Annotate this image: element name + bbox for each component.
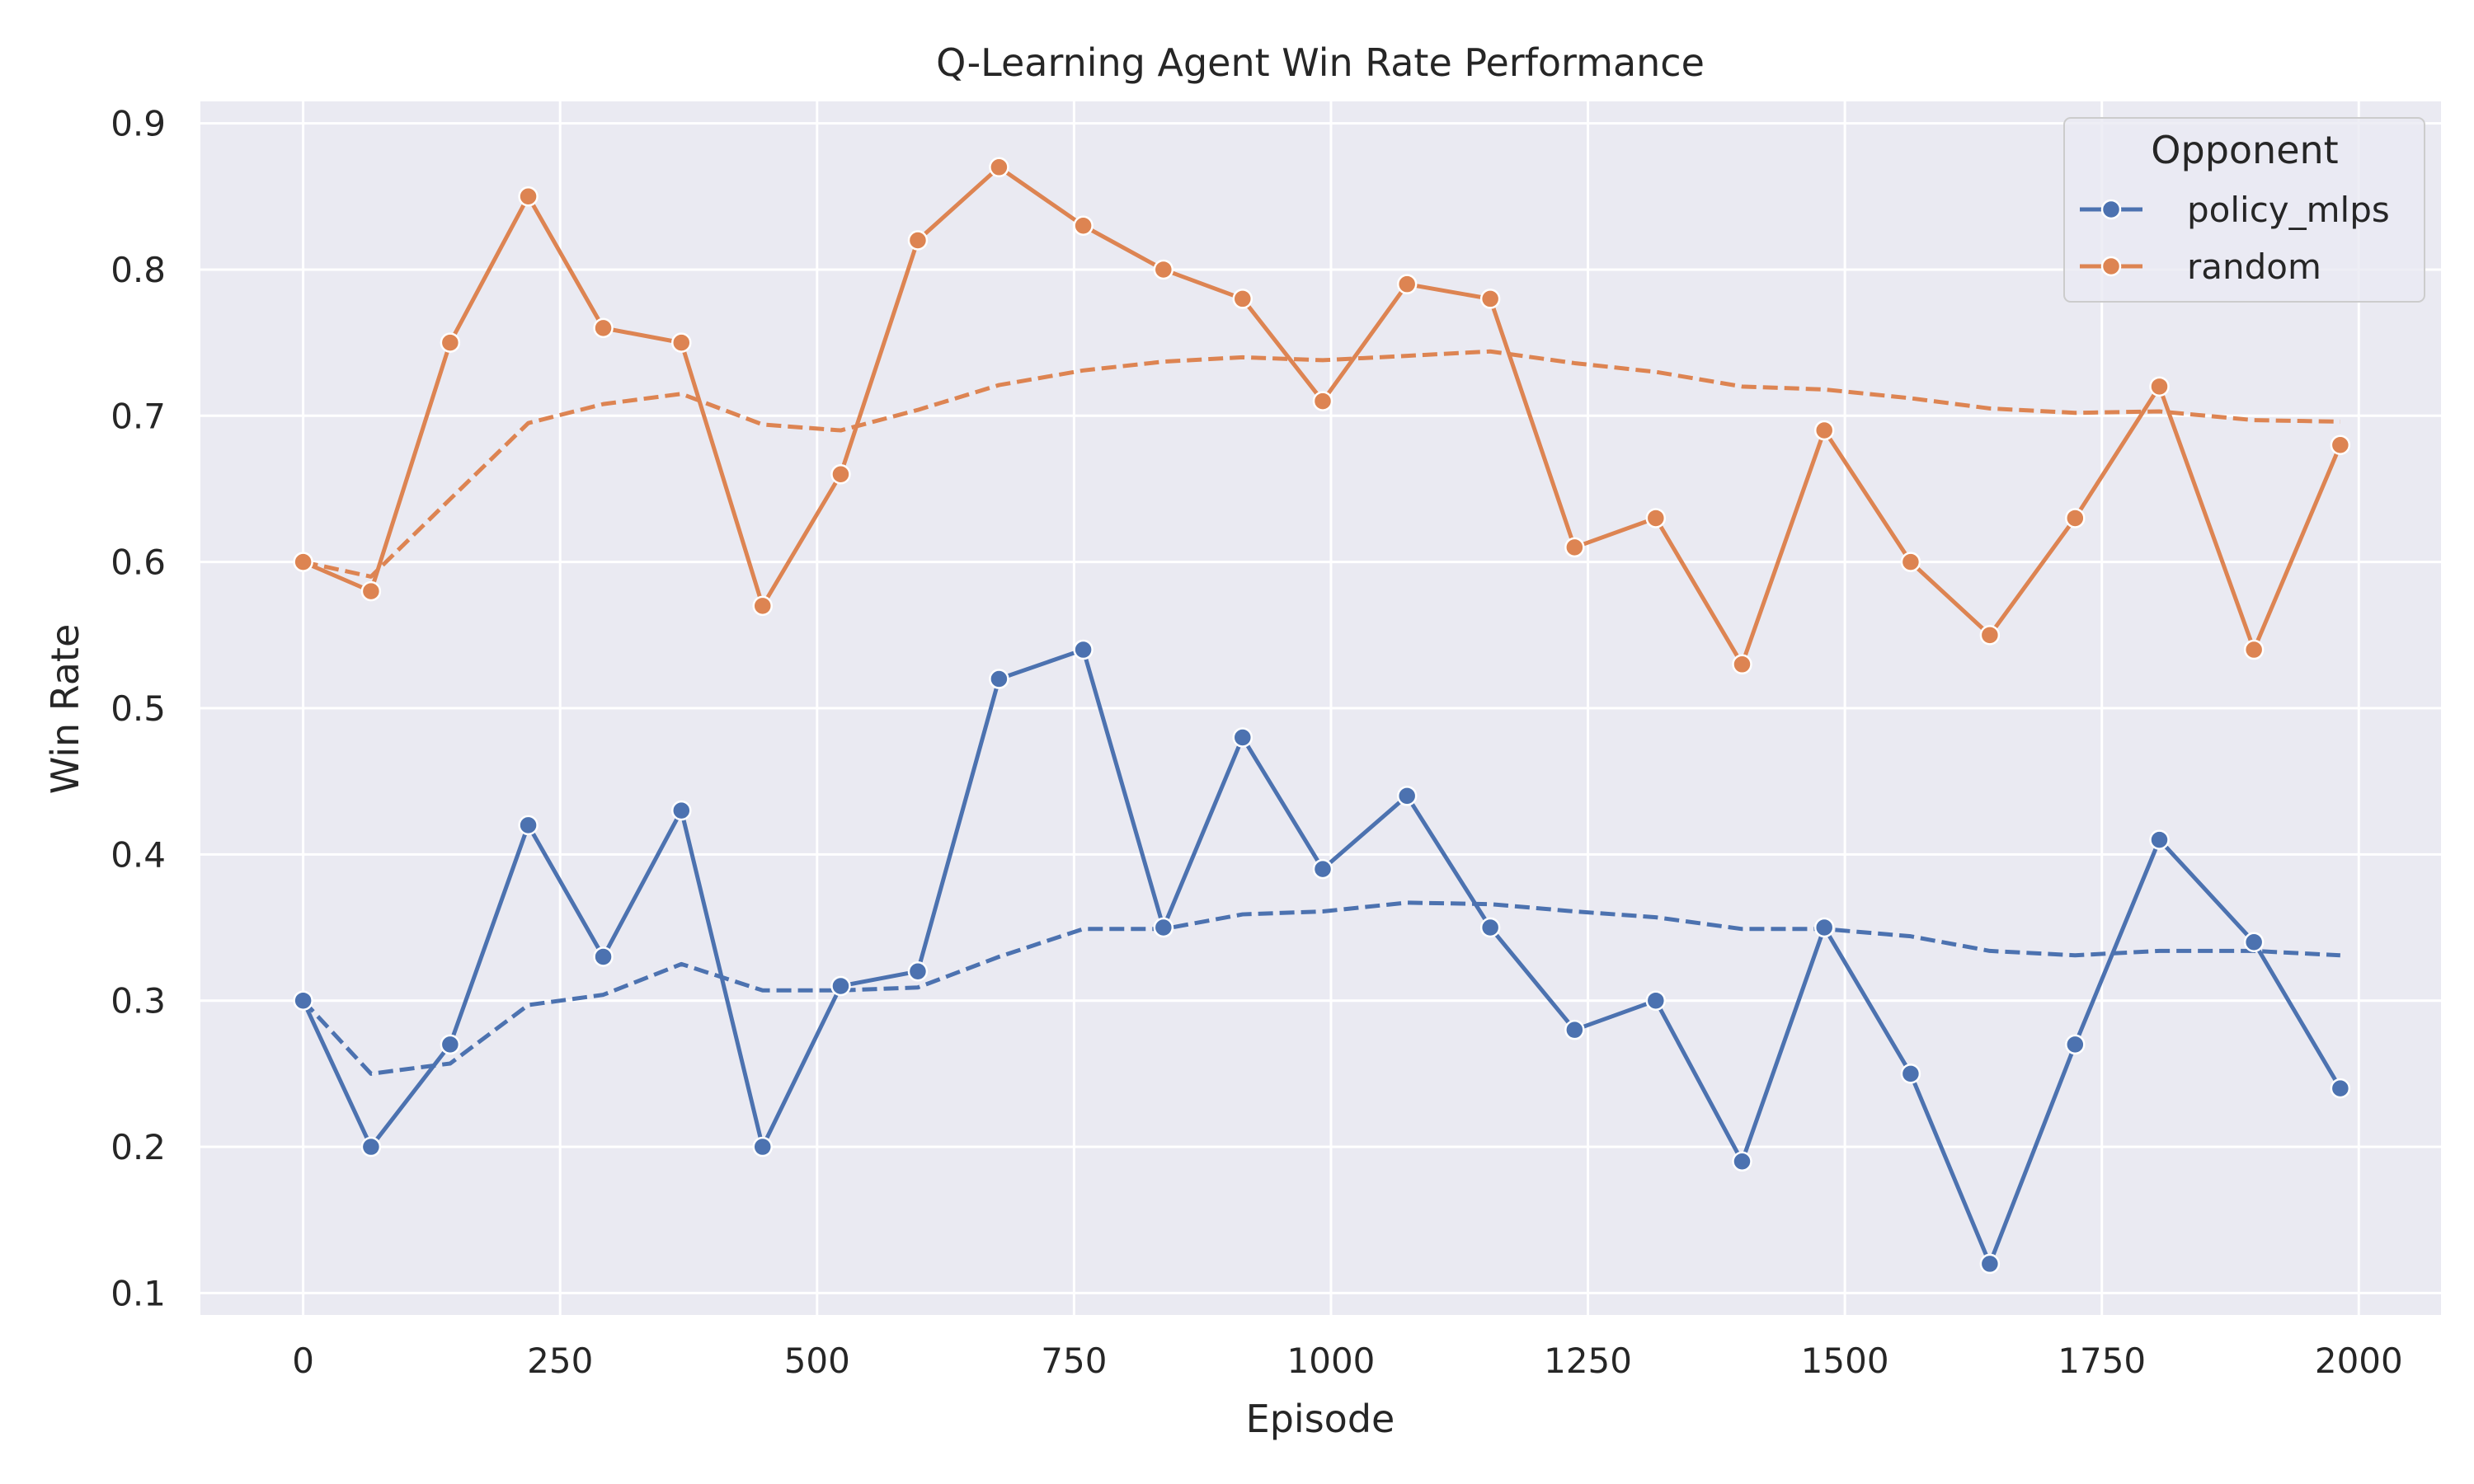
x-tick-label: 2000 <box>2315 1341 2403 1381</box>
y-tick-label: 0.9 <box>111 104 166 144</box>
data-point <box>1396 786 1418 806</box>
data-point <box>1312 858 1333 880</box>
data-point <box>440 332 461 353</box>
legend-marker <box>2100 199 2122 220</box>
chart-title: Q-Learning Agent Win Rate Performance <box>936 40 1705 85</box>
y-tick-label: 0.5 <box>111 688 166 729</box>
data-point <box>1732 654 1752 675</box>
data-point <box>1732 1151 1752 1172</box>
data-point <box>360 1136 382 1158</box>
data-point <box>752 595 773 617</box>
legend-title: Opponent <box>2151 128 2338 172</box>
data-point <box>1153 917 1174 938</box>
data-point <box>518 815 539 836</box>
data-point <box>989 669 1009 689</box>
data-point <box>593 317 614 339</box>
x-tick-label: 1500 <box>1801 1341 1889 1381</box>
y-tick-labels: 0.1 0.2 0.3 0.4 0.5 0.6 0.7 0.8 0.9 <box>111 104 166 1314</box>
data-point <box>1073 215 1094 236</box>
x-tick-labels: 0 250 500 750 1000 1250 1500 1750 2000 <box>292 1341 2402 1381</box>
series-line <box>302 165 2343 667</box>
data-point <box>2065 508 2086 528</box>
x-tick-label: 250 <box>527 1341 593 1381</box>
data-point <box>2243 932 2265 953</box>
series-policy_mlps <box>293 639 2351 1275</box>
data-point <box>1396 274 1418 294</box>
data-point <box>830 463 851 485</box>
data-point <box>2065 1034 2086 1055</box>
series-layer <box>293 157 2351 1275</box>
data-point <box>907 230 929 251</box>
data-point <box>1153 259 1174 280</box>
x-tick-label: 1000 <box>1287 1341 1376 1381</box>
x-tick-label: 1250 <box>1544 1341 1632 1381</box>
x-axis-label: Episode <box>1246 1397 1395 1441</box>
legend-label: random <box>2187 247 2321 287</box>
data-point <box>1813 420 1835 441</box>
legend-label: policy_mlps <box>2187 190 2390 230</box>
series-line <box>301 647 2343 1266</box>
data-point <box>1979 625 2001 646</box>
data-point <box>2243 639 2265 660</box>
data-point <box>989 157 1009 178</box>
data-point <box>2149 376 2170 397</box>
data-point <box>293 552 313 572</box>
data-point <box>293 990 313 1011</box>
data-point <box>1564 537 1585 558</box>
data-point <box>1479 917 1501 938</box>
data-point <box>671 800 692 821</box>
data-point <box>830 975 851 997</box>
legend-box <box>2063 117 2425 303</box>
data-point <box>1645 508 1667 528</box>
y-tick-label: 0.4 <box>111 834 166 875</box>
x-tick-label: 0 <box>292 1341 314 1381</box>
data-point <box>2330 1078 2351 1099</box>
data-point <box>2330 434 2351 456</box>
series-random <box>293 157 2351 675</box>
data-point <box>1645 990 1667 1011</box>
data-point <box>1900 1064 1921 1084</box>
x-tick-label: 500 <box>784 1341 850 1381</box>
y-tick-label: 0.3 <box>111 981 166 1021</box>
grid <box>200 101 2441 1315</box>
y-tick-label: 0.6 <box>111 542 166 583</box>
y-tick-label: 0.2 <box>111 1127 166 1167</box>
data-point <box>1900 552 1921 572</box>
data-point <box>360 580 382 602</box>
data-point <box>1232 289 1253 309</box>
data-point <box>1073 639 1094 660</box>
x-tick-label: 750 <box>1041 1341 1107 1381</box>
data-point <box>907 960 929 982</box>
y-axis-label: Win Rate <box>43 624 87 795</box>
x-tick-label: 1750 <box>2058 1341 2146 1381</box>
data-point <box>440 1034 461 1055</box>
data-point <box>1564 1019 1585 1040</box>
data-point <box>1312 391 1333 411</box>
data-point <box>593 946 614 967</box>
legend-marker <box>2100 256 2122 277</box>
data-point <box>671 332 692 353</box>
moving-average-line <box>301 900 2340 1076</box>
data-point <box>518 186 539 207</box>
y-tick-label: 0.1 <box>111 1273 166 1313</box>
y-tick-label: 0.8 <box>111 250 166 290</box>
data-point <box>1813 917 1835 938</box>
data-point <box>752 1136 773 1158</box>
data-point <box>1479 289 1501 309</box>
data-point <box>2149 829 2170 850</box>
y-tick-label: 0.7 <box>111 396 166 436</box>
moving-average-line <box>303 349 2340 579</box>
data-point <box>1979 1253 2001 1275</box>
data-point <box>1232 727 1253 748</box>
